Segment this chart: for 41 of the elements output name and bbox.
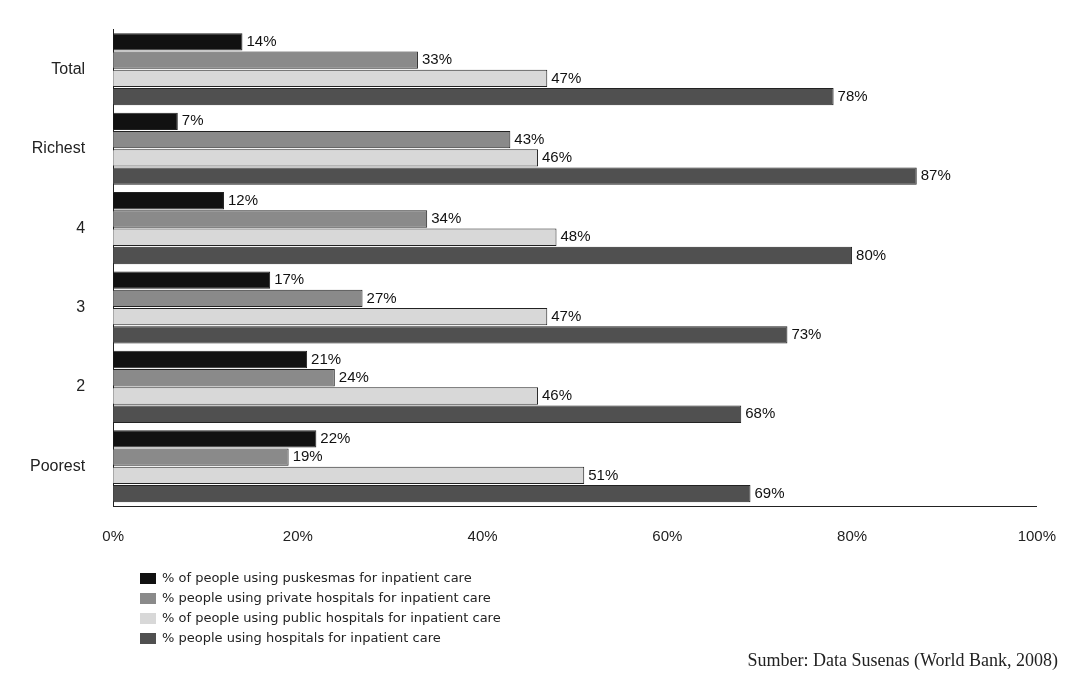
data-label: 14% bbox=[246, 32, 277, 50]
x-tick-label: 0% bbox=[102, 527, 124, 545]
data-label: 17% bbox=[274, 270, 305, 288]
data-label: 43% bbox=[514, 129, 545, 147]
data-label: 51% bbox=[588, 465, 619, 483]
y-tick-label: Total bbox=[51, 59, 86, 77]
data-label: 24% bbox=[338, 367, 369, 385]
y-tick-label: Poorest bbox=[30, 456, 86, 474]
data-label: 33% bbox=[421, 50, 452, 68]
x-tick-label: 60% bbox=[652, 527, 683, 545]
x-tick-label: 20% bbox=[282, 527, 313, 545]
data-label: 7% bbox=[181, 111, 204, 129]
data-label: 87% bbox=[920, 166, 951, 184]
data-label: 68% bbox=[745, 404, 776, 422]
data-label: 46% bbox=[542, 386, 573, 404]
data-label: 78% bbox=[837, 86, 868, 104]
y-tick-label: 2 bbox=[76, 377, 86, 395]
data-label: 73% bbox=[791, 325, 822, 343]
legend-label: % people using private hospitals for inpatient care bbox=[162, 589, 491, 607]
data-label: 22% bbox=[320, 429, 351, 447]
legend-label: % of people using puskesmas for inpatient care bbox=[162, 569, 472, 587]
data-label: 47% bbox=[551, 68, 582, 86]
text: Sumber: Data Susenas (World Bank, 2008) bbox=[747, 650, 1058, 671]
legend-label: % people using hospitals for inpatient care bbox=[162, 629, 441, 647]
data-label: 48% bbox=[560, 227, 591, 245]
data-label: 46% bbox=[542, 147, 573, 165]
x-tick-label: 80% bbox=[837, 527, 868, 545]
y-tick-label: 4 bbox=[76, 218, 86, 236]
data-label: 27% bbox=[366, 288, 397, 306]
legend-label: % of people using public hospitals for inpatient care bbox=[162, 609, 501, 627]
data-label: 12% bbox=[227, 190, 259, 208]
y-tick-label: Richest bbox=[31, 139, 86, 157]
data-label: 21% bbox=[311, 349, 342, 367]
data-label: 47% bbox=[551, 306, 582, 324]
data-label: 34% bbox=[431, 209, 462, 227]
data-label: 69% bbox=[754, 483, 785, 501]
data-label: 80% bbox=[856, 245, 887, 263]
data-label: 19% bbox=[292, 447, 323, 465]
x-tick-label: 100% bbox=[1017, 527, 1057, 545]
x-tick-label: 40% bbox=[467, 527, 498, 545]
y-tick-label: 3 bbox=[76, 297, 86, 315]
